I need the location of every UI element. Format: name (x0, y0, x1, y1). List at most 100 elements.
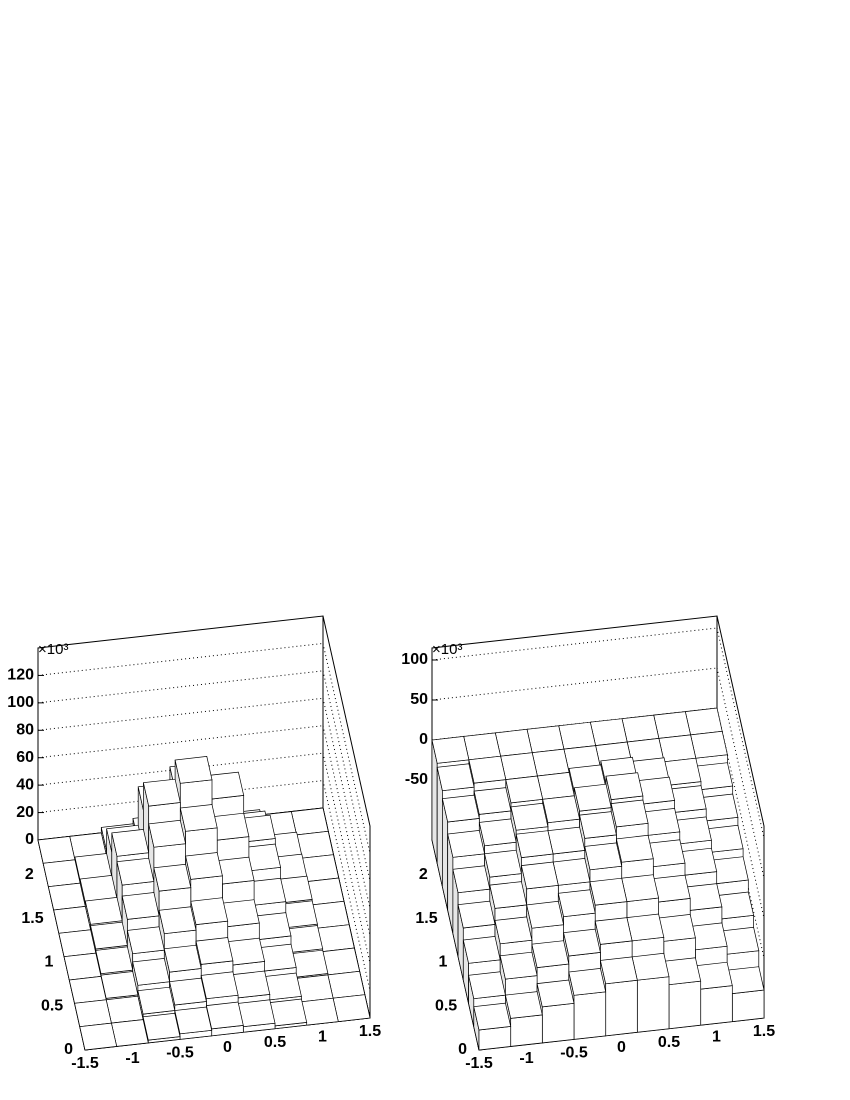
lego-top (158, 906, 197, 935)
x-tick-label: 0.5 (264, 1034, 286, 1051)
lego-top (200, 971, 239, 1000)
y-tick-label: 0 (64, 1041, 73, 1058)
lego-front (731, 989, 765, 1022)
lego-top (542, 795, 581, 824)
lego-top (690, 730, 728, 759)
lego-top (504, 991, 543, 1019)
lego-top (478, 818, 517, 847)
lego-top (95, 946, 134, 975)
lego-top (610, 799, 649, 828)
lego-top (174, 1006, 213, 1035)
z-tick-label: 40 (16, 776, 34, 793)
lego-top (494, 916, 533, 945)
x-tick-label: -1 (125, 1050, 139, 1067)
lego-top (63, 952, 102, 981)
lego-top (484, 849, 522, 878)
lego-top (589, 718, 628, 746)
lego-top (190, 897, 229, 925)
lego-top (68, 976, 107, 1004)
lego-top (520, 861, 559, 890)
z-tick-label: 100 (401, 651, 428, 668)
x-tick-label: 1 (318, 1029, 327, 1046)
lego-top (300, 997, 339, 1026)
z-tick-label: 80 (16, 722, 34, 739)
x-tick-label: 1 (712, 1029, 721, 1046)
lego-top (148, 819, 187, 848)
y-tick-label: 1 (45, 954, 54, 971)
y-tick-label: 1 (439, 954, 448, 971)
lego-top (205, 1001, 244, 1030)
lego-top (153, 863, 192, 892)
z-tick-label: 50 (410, 691, 428, 708)
x-tick-label: 0 (617, 1039, 626, 1056)
lego-top (90, 921, 128, 950)
lego-top (316, 924, 355, 952)
x-tick-label: -1 (519, 1050, 533, 1067)
lego-top (599, 956, 638, 985)
lego-top (684, 707, 723, 736)
lego-top (653, 711, 692, 739)
lego-top (515, 830, 554, 858)
lego-top (441, 794, 480, 823)
lego-top (163, 944, 202, 973)
lego-top (621, 714, 660, 743)
lego-top (179, 804, 218, 832)
lego-top (269, 998, 308, 1027)
lego-top (121, 892, 160, 920)
lego-top (436, 763, 475, 792)
lego-top (494, 728, 533, 757)
lego-top (473, 787, 512, 815)
lego-front (668, 980, 702, 1030)
lego-top (615, 834, 654, 863)
lego-top (58, 929, 97, 958)
z-tick-label: 60 (16, 749, 34, 766)
lego-top (185, 852, 223, 880)
z-tick-label: 0 (419, 731, 428, 748)
lego-top (531, 940, 570, 968)
lego-top (332, 994, 371, 1022)
lego-front (700, 985, 733, 1026)
lego-top (110, 1019, 149, 1047)
lego-top (105, 995, 144, 1024)
lego-top (195, 937, 234, 965)
lego-top (468, 971, 506, 1000)
lego-top (327, 970, 366, 999)
lego-top (605, 772, 644, 800)
lego-top (536, 979, 575, 1008)
lego-top (322, 947, 361, 976)
lego-top (510, 802, 549, 831)
lego-front (605, 979, 638, 1037)
lego-top (463, 732, 502, 761)
y-tick-label: 2 (419, 866, 428, 883)
lego-top (84, 897, 123, 925)
lego-top (499, 951, 538, 980)
x-tick-label: -1.5 (465, 1055, 493, 1072)
x-tick-label: 1.5 (359, 1023, 381, 1040)
z-exponent-label: ×10³ (432, 641, 462, 658)
lego-top (174, 756, 213, 784)
lego-top (558, 721, 597, 750)
lego-top (557, 889, 596, 918)
y-tick-label: 0 (458, 1041, 467, 1058)
lego-top (473, 1002, 512, 1031)
lego-top (631, 952, 670, 981)
lego-front (541, 1002, 575, 1044)
lego-front (573, 991, 607, 1040)
x-tick-label: -1.5 (71, 1055, 99, 1072)
z-tick-label: 0 (25, 831, 34, 848)
lego-top (111, 829, 150, 857)
lego-top (579, 811, 617, 839)
lego-top (584, 842, 623, 871)
lego-top (489, 881, 528, 909)
lego-top (74, 999, 112, 1028)
x-tick-label: -0.5 (560, 1045, 588, 1062)
lego-front (478, 1026, 512, 1051)
lego-top (142, 778, 181, 807)
x-tick-label: 0 (223, 1039, 232, 1056)
x-tick-label: -0.5 (166, 1045, 194, 1062)
lego-top (126, 926, 165, 955)
lego-top (47, 882, 86, 911)
lego-top (431, 736, 470, 764)
lego-top (79, 1022, 118, 1051)
